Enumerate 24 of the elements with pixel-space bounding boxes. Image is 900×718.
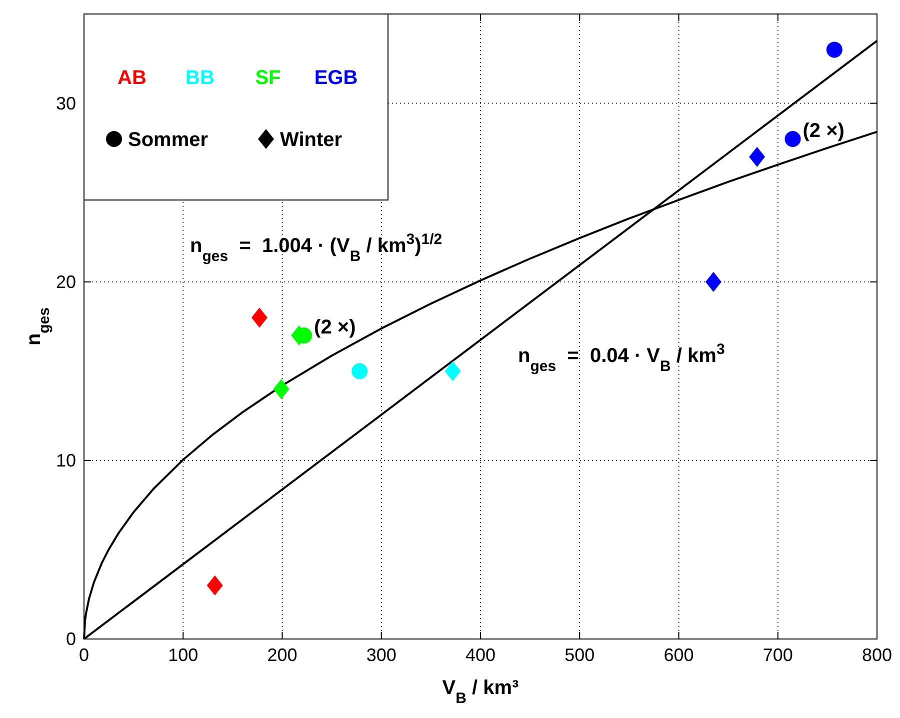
annotation: EGB bbox=[314, 67, 358, 89]
y-tick-label: 30 bbox=[56, 93, 76, 114]
annotation: (2 ×) bbox=[314, 316, 356, 338]
x-tick-label: 800 bbox=[862, 645, 892, 665]
y-tick-label: 0 bbox=[66, 629, 76, 649]
annotation: Winter bbox=[280, 129, 342, 151]
x-tick-label: 100 bbox=[168, 645, 198, 665]
x-tick-label: 400 bbox=[465, 645, 496, 665]
x-tick-label: 200 bbox=[267, 645, 298, 665]
annotation: SF bbox=[255, 67, 281, 89]
annotation: n$_{ges}$ = 0.04 · V$_{B}$ / km$^{3}$ bbox=[518, 340, 725, 374]
y-tick-label: 20 bbox=[56, 272, 76, 292]
x-tick-label: 300 bbox=[366, 645, 396, 665]
y-tick-label: 10 bbox=[56, 450, 76, 470]
x-tick-label: 700 bbox=[762, 645, 793, 665]
x-tick-label: 500 bbox=[564, 645, 595, 665]
x-tick-label: 600 bbox=[664, 645, 694, 665]
annotation: AB bbox=[118, 67, 146, 89]
x-tick-label: 0 bbox=[78, 645, 90, 665]
annotation: Sommer bbox=[128, 129, 208, 151]
x-axis-title: V$_{B}$ / km³ bbox=[442, 677, 520, 706]
annotation: (2 ×) bbox=[802, 120, 844, 142]
annotation: n$_{ges}$ = 1.004 · (V$_{B}$ / km$^{3}$)$^{1/2}$ bbox=[190, 230, 442, 264]
annotation: BB bbox=[186, 67, 214, 89]
